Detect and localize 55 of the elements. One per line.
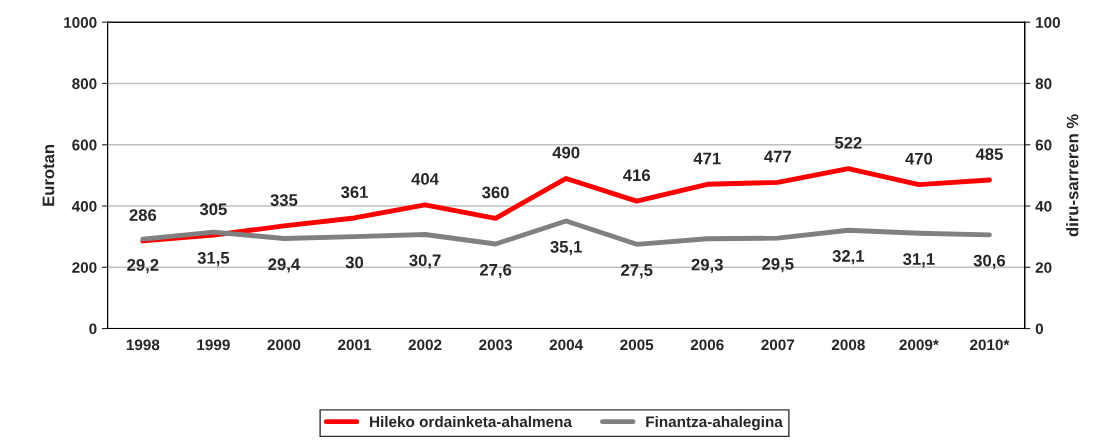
data-label: 29,3	[691, 258, 723, 273]
data-label: 30,6	[973, 254, 1006, 269]
y2-axis-title: diru-sarreren %	[1066, 114, 1079, 237]
data-label: 305	[199, 203, 227, 216]
y2-tick-label: 60	[1035, 139, 1052, 151]
data-label: 32,1	[832, 250, 865, 265]
data-label: 30	[345, 256, 364, 269]
data-label: 416	[623, 169, 650, 182]
y-tick-label: 400	[71, 200, 97, 212]
data-label: 27,5	[621, 264, 653, 279]
data-label: 470	[905, 152, 933, 165]
data-label: 471	[693, 152, 721, 165]
x-tick-label: 2003	[479, 339, 513, 351]
data-label: 360	[482, 186, 509, 199]
data-label: 490	[552, 146, 580, 159]
data-label: 485	[975, 148, 1003, 161]
y-tick-label: 200	[72, 262, 97, 273]
data-label: 286	[129, 209, 157, 221]
y2-tick-label: 40	[1035, 200, 1052, 212]
data-label: 31,5	[197, 251, 230, 267]
x-tick-label: 1998	[126, 339, 160, 351]
legend-label: Finantza-ahalegina	[646, 415, 783, 431]
x-tick-label: 2000	[267, 339, 301, 351]
y-axis-title: Eurotan	[42, 144, 55, 206]
y2-tick-label: 0	[1035, 323, 1043, 335]
data-label: 477	[764, 150, 791, 163]
x-tick-label: 2008	[831, 339, 865, 351]
x-tick-label: 2007	[761, 339, 795, 351]
legend-label: Hileko ordainketa-ahalmena	[370, 415, 573, 428]
x-tick-label: 2006	[690, 339, 724, 351]
y-tick-label: 0	[89, 323, 97, 335]
x-tick-label: 2005	[620, 339, 654, 351]
x-tick-label: 2001	[338, 339, 372, 351]
data-label: 27,6	[479, 263, 512, 279]
y2-tick-label: 80	[1035, 78, 1052, 90]
data-label: 29,2	[127, 258, 159, 274]
x-tick-label: 1999	[197, 339, 230, 351]
data-label: 29,4	[268, 258, 301, 273]
y-tick-label: 1000	[64, 17, 97, 28]
data-label: 31,1	[903, 253, 935, 268]
x-tick-label: 2002	[408, 339, 442, 351]
x-tick-label: 2004	[549, 339, 584, 351]
x-tick-label: 2009*	[899, 339, 939, 351]
y-tick-label: 600	[72, 139, 97, 151]
data-label: 361	[340, 186, 368, 199]
data-label: 404	[411, 173, 439, 185]
x-tick-label: 2010*	[970, 339, 1010, 351]
data-label: 30,7	[409, 254, 441, 269]
data-label: 522	[834, 136, 862, 149]
y2-tick-label: 20	[1035, 262, 1052, 273]
y-tick-label: 800	[72, 78, 97, 90]
data-label: 35,1	[550, 240, 582, 256]
data-label: 335	[270, 194, 298, 206]
data-label: 29,5	[762, 258, 794, 273]
y2-tick-label: 100	[1036, 17, 1060, 28]
